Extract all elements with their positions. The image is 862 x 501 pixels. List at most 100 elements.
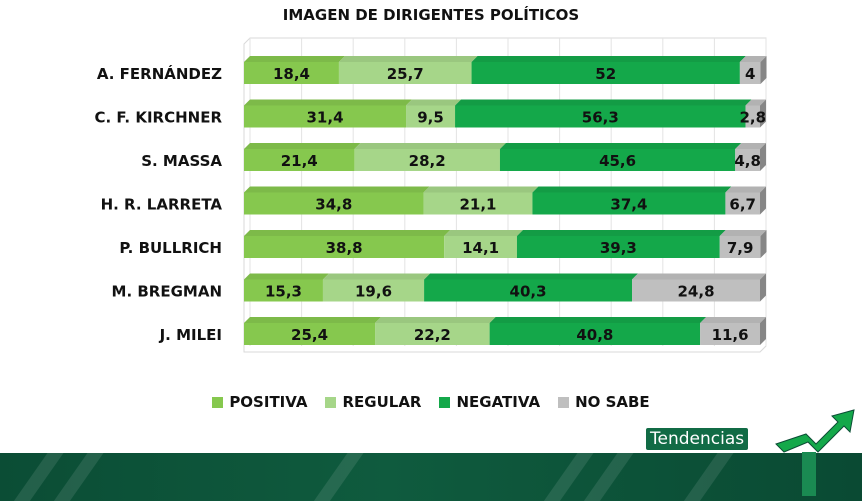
bar-side-face — [760, 143, 766, 171]
bar-segment — [244, 323, 376, 345]
stacked-bar-chart: A. FERNÁNDEZ 18,4 25,7 52 4 C. F. KIRCHNER 31,… — [94, 37, 767, 353]
data-label: 52 — [595, 65, 616, 83]
bar-segment — [735, 149, 760, 171]
bar-side-face — [760, 99, 766, 128]
bar-segment — [244, 279, 323, 302]
bar-top-face — [700, 317, 766, 323]
bar-top-face — [406, 99, 462, 106]
bar-segment — [532, 192, 726, 215]
bar-top-face — [244, 273, 329, 280]
bar-segment — [244, 149, 355, 171]
data-label: 39,3 — [600, 239, 637, 257]
bar-segment — [244, 62, 339, 84]
bar-segment — [406, 105, 456, 128]
bar-segment — [354, 149, 500, 171]
bar-top-face — [739, 56, 767, 62]
bar-segment — [375, 323, 490, 345]
legend-label-negativa: NEGATIVA — [456, 393, 541, 411]
legend-swatch-no-sabe — [558, 396, 570, 408]
bar-segment — [455, 105, 746, 128]
data-label: 25,4 — [291, 326, 328, 344]
bar-top-face — [499, 143, 742, 149]
data-label: 37,4 — [610, 196, 647, 214]
bar-segment — [444, 236, 517, 258]
data-label: 45,6 — [599, 152, 636, 170]
legend-item-negativa: NEGATIVA — [439, 393, 540, 411]
bar-segment — [745, 105, 760, 128]
data-label: 56,3 — [582, 109, 619, 127]
trend-arrow-icon — [775, 409, 855, 496]
data-label: 34,8 — [315, 196, 352, 214]
chart-legend: POSITIVA REGULAR NEGATIVA NO SABE — [0, 393, 862, 411]
chart-title: IMAGEN DE DIRIGENTES POLÍTICOS — [282, 6, 580, 24]
bar-segment — [338, 62, 472, 84]
bar-top-face — [735, 143, 766, 149]
data-label: 31,4 — [307, 109, 344, 127]
category-label: S. MASSA — [141, 152, 222, 170]
brand-logo-text: Tendencias — [646, 428, 749, 450]
bar-segment — [700, 323, 760, 345]
data-label: 40,8 — [576, 326, 613, 344]
footer-banner — [0, 453, 862, 501]
category-label: P. BULLRICH — [119, 239, 222, 257]
data-label: 28,2 — [409, 152, 446, 170]
bar-segment — [739, 62, 761, 84]
category-label: H. R. LARRETA — [101, 196, 223, 214]
bar-segment — [725, 192, 760, 215]
legend-item-no-sabe: NO SABE — [558, 393, 650, 411]
data-label: 11,6 — [712, 326, 749, 344]
footer-stripe — [668, 453, 748, 501]
bar-top-face — [455, 99, 752, 106]
bar-top-face — [244, 56, 345, 62]
bar-top-face — [725, 186, 766, 193]
data-label: 21,1 — [459, 196, 496, 214]
legend-swatch-positiva — [212, 396, 224, 408]
bar-segment — [516, 236, 720, 258]
bar-side-face — [760, 56, 767, 84]
legend-label-regular: REGULAR — [342, 393, 422, 411]
bar-segment — [244, 192, 424, 215]
bar-top-face — [719, 230, 767, 236]
bar-segment — [632, 279, 760, 302]
bar-top-face — [632, 273, 766, 280]
data-label: 18,4 — [273, 65, 310, 83]
bar-top-face — [444, 230, 523, 236]
bar-top-face — [354, 143, 506, 149]
bar-top-face — [244, 143, 361, 149]
data-label: 4,8 — [734, 152, 761, 170]
category-label: M. BREGMAN — [112, 283, 222, 301]
bar-top-face — [424, 273, 639, 280]
bar-side-face — [760, 273, 766, 302]
legend-swatch-negativa — [439, 396, 451, 408]
category-label: A. FERNÁNDEZ — [97, 64, 222, 83]
bar-top-face — [244, 186, 430, 193]
bar-segment — [719, 236, 761, 258]
bar-side-face — [760, 230, 767, 258]
bar-top-face — [338, 56, 478, 62]
data-label: 22,2 — [414, 326, 451, 344]
bar-segment — [244, 236, 445, 258]
bar-segment — [471, 62, 740, 84]
data-label: 24,8 — [678, 283, 715, 301]
bar-top-face — [322, 273, 431, 280]
data-label: 25,7 — [387, 65, 424, 83]
data-label: 21,4 — [281, 152, 318, 170]
bar-segment — [424, 279, 633, 302]
bar-top-face — [532, 186, 732, 193]
bar-top-face — [745, 99, 766, 106]
data-label: 38,8 — [326, 239, 363, 257]
bar-side-face — [760, 317, 766, 345]
data-label: 14,1 — [462, 239, 499, 257]
bar-top-face — [516, 230, 726, 236]
bar-segment — [322, 279, 425, 302]
bar-side-face — [760, 186, 766, 215]
legend-swatch-regular — [325, 396, 337, 408]
legend-label-positiva: POSITIVA — [229, 393, 308, 411]
data-label: 9,5 — [417, 109, 444, 127]
category-label: C. F. KIRCHNER — [94, 109, 222, 127]
data-label: 4 — [745, 65, 755, 83]
data-label: 7,9 — [727, 239, 754, 257]
data-label: 6,7 — [729, 196, 756, 214]
legend-item-positiva: POSITIVA — [212, 393, 307, 411]
legend-item-regular: REGULAR — [325, 393, 421, 411]
